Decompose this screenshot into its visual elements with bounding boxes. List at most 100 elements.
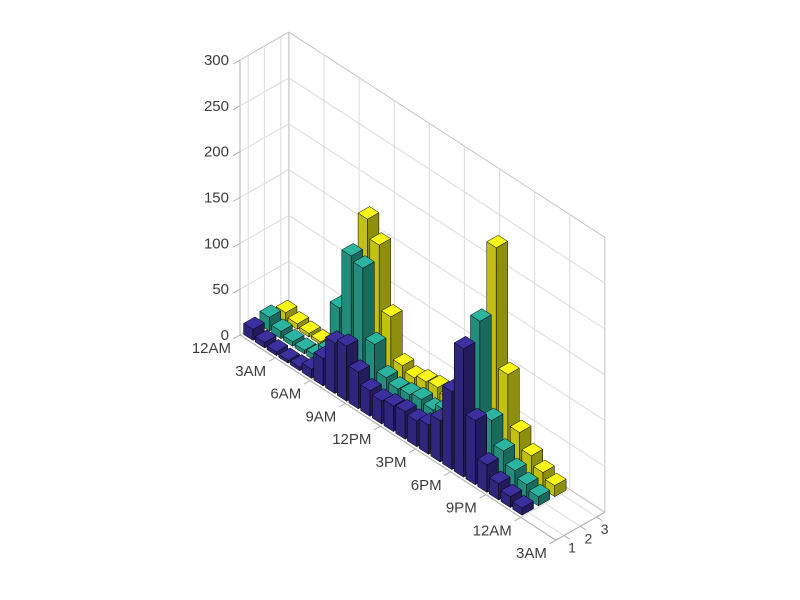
z-tick-label: 200 (204, 144, 229, 161)
bar-face-top (266, 339, 289, 353)
bar-face-left (465, 414, 476, 486)
bar-face-top (517, 471, 539, 485)
time-tick-label: 3PM (376, 454, 407, 471)
bar-face-top (500, 483, 523, 497)
series-tick-label: 3 (601, 521, 609, 537)
bar-face-top (275, 299, 298, 313)
bar-face-top (287, 311, 309, 325)
series-axis (555, 511, 606, 541)
time-tick (549, 539, 557, 545)
grid-line (239, 214, 290, 244)
bar-face-top (381, 304, 403, 318)
z-tick (232, 151, 241, 157)
bar-face-top (348, 359, 370, 373)
bar-face-top (271, 318, 293, 332)
series-tick (580, 525, 587, 531)
bar-face-top (341, 243, 363, 257)
z-tick-label: 250 (204, 98, 229, 115)
bar-face-left (348, 365, 359, 410)
grid-line (239, 123, 290, 153)
grid-line (288, 77, 606, 284)
bar-face-top (283, 328, 305, 343)
bar-series1-hour23 (512, 495, 534, 516)
grid-line (239, 260, 290, 290)
bar-face-top (383, 393, 406, 407)
series-tick (563, 535, 570, 540)
bar-series1-hour2 (266, 339, 289, 356)
bar-face-top (278, 347, 300, 361)
bar-face-top (388, 376, 410, 390)
bar-face-top (465, 407, 487, 421)
bar-series3-hour23 (545, 472, 567, 497)
z-tick-label: 0 (221, 327, 229, 344)
bar-series2-hour2 (283, 328, 305, 347)
bar-face-top (545, 472, 567, 486)
bar-face-top (255, 329, 277, 343)
z-tick-label: 100 (204, 235, 229, 252)
time-tick-label: 12AM (192, 340, 231, 357)
bar-face-top (533, 459, 555, 473)
z-tick-label: 300 (204, 52, 229, 69)
time-tick (303, 380, 311, 385)
bar-face-top (428, 374, 450, 388)
z-tick (232, 197, 241, 202)
grid-line (239, 169, 290, 198)
time-tick (408, 448, 416, 454)
time-tick (444, 471, 451, 476)
time-tick-label: 6AM (270, 386, 301, 403)
bar-face-left (453, 342, 464, 478)
bar-face-top (369, 232, 391, 246)
bar-face-top (395, 398, 417, 412)
bar-face-top (521, 442, 543, 457)
bar-face-top (360, 377, 382, 392)
grid-line (288, 214, 606, 422)
bar-face-top (357, 206, 380, 220)
z-tick (232, 59, 241, 65)
bar-face-top (259, 304, 281, 318)
z-tick (232, 288, 241, 294)
bar-face-top (509, 419, 532, 433)
bar-face-top (528, 483, 551, 498)
bar-face-top (481, 407, 504, 421)
series-tick-label: 2 (585, 530, 593, 546)
grid-line (288, 123, 606, 330)
bar-face-top (416, 369, 438, 383)
series-tick-label: 1 (568, 540, 576, 556)
grid-line (288, 169, 606, 376)
bar-face-left (442, 385, 453, 470)
bar-series3-hour2 (299, 320, 321, 338)
time-tick-label: 6PM (411, 477, 442, 494)
time-axis (239, 334, 557, 541)
z-tick (232, 242, 241, 248)
time-tick-label: 9PM (446, 500, 477, 517)
time-tick (373, 425, 381, 431)
bar-face-top (411, 386, 434, 400)
z-tick-label: 150 (204, 190, 229, 207)
bar-face-top (336, 333, 359, 347)
bar-face-top (299, 320, 321, 334)
time-tick-label: 3AM (516, 545, 547, 562)
z-tick (232, 105, 241, 111)
time-tick (479, 494, 486, 499)
bar-face-top (243, 316, 265, 330)
bar-face-top (376, 364, 398, 379)
time-tick-label: 9AM (305, 408, 336, 425)
series-tick (596, 516, 603, 522)
time-tick (338, 402, 346, 408)
bar-face-left (430, 414, 441, 463)
bar-face-top (486, 234, 508, 249)
bars (243, 206, 567, 516)
bar-face-top (392, 352, 415, 367)
bar-face-top (294, 337, 317, 351)
bar-face-top (498, 361, 520, 375)
time-tick (514, 516, 522, 522)
z-tick-label: 50 (212, 281, 229, 298)
bar-face-top (505, 457, 527, 471)
time-tick-label: 12PM (332, 431, 371, 448)
bar-face-top (489, 470, 511, 484)
bar-face-top (512, 495, 534, 509)
bar-series2-hour23 (528, 483, 551, 507)
